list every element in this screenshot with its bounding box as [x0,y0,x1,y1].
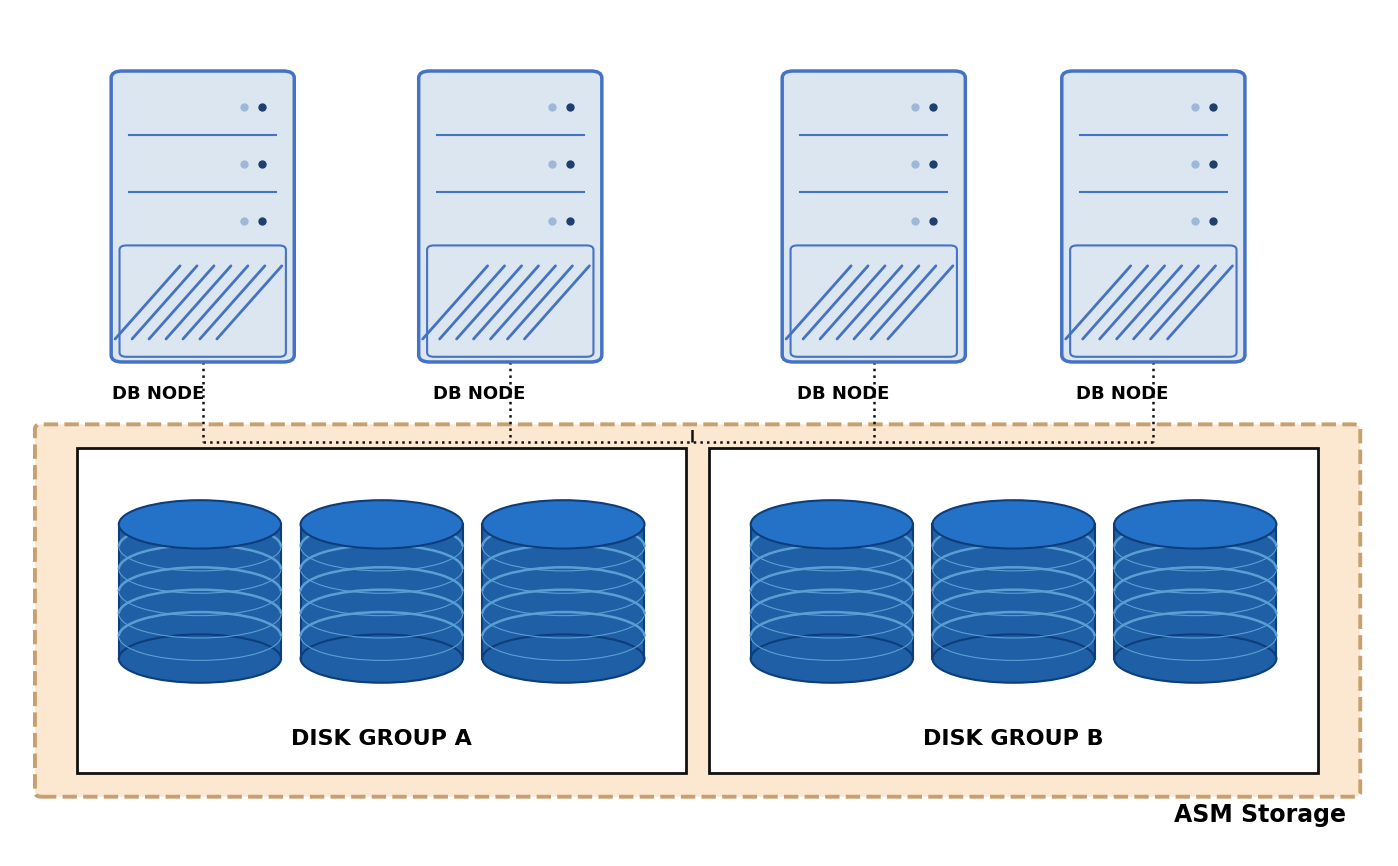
FancyBboxPatch shape [110,71,294,362]
Text: DB NODE: DB NODE [797,385,889,404]
FancyBboxPatch shape [419,71,601,362]
FancyBboxPatch shape [709,448,1318,773]
FancyBboxPatch shape [1062,71,1244,362]
Bar [301,525,463,659]
Text: DB NODE: DB NODE [112,385,204,404]
FancyBboxPatch shape [119,245,285,357]
FancyBboxPatch shape [428,245,593,357]
Ellipse shape [482,635,644,682]
FancyBboxPatch shape [77,448,686,773]
Ellipse shape [119,501,281,548]
FancyBboxPatch shape [1071,245,1236,357]
Bar [1114,525,1276,659]
Bar [119,525,281,659]
Text: DB NODE: DB NODE [1076,385,1169,404]
FancyBboxPatch shape [791,245,956,357]
Ellipse shape [301,501,463,548]
Bar [932,525,1095,659]
Ellipse shape [482,501,644,548]
Ellipse shape [932,501,1095,548]
Ellipse shape [119,635,281,682]
Text: DISK GROUP B: DISK GROUP B [923,729,1104,749]
FancyBboxPatch shape [783,71,965,362]
Ellipse shape [1114,635,1276,682]
Ellipse shape [751,501,913,548]
Ellipse shape [932,635,1095,682]
Ellipse shape [301,635,463,682]
Ellipse shape [1114,501,1276,548]
Text: ASM Storage: ASM Storage [1174,803,1346,827]
Bar [751,525,913,659]
Text: DISK GROUP A: DISK GROUP A [291,729,473,749]
Text: DB NODE: DB NODE [433,385,526,404]
FancyBboxPatch shape [35,424,1360,797]
Bar [482,525,644,659]
Ellipse shape [751,635,913,682]
